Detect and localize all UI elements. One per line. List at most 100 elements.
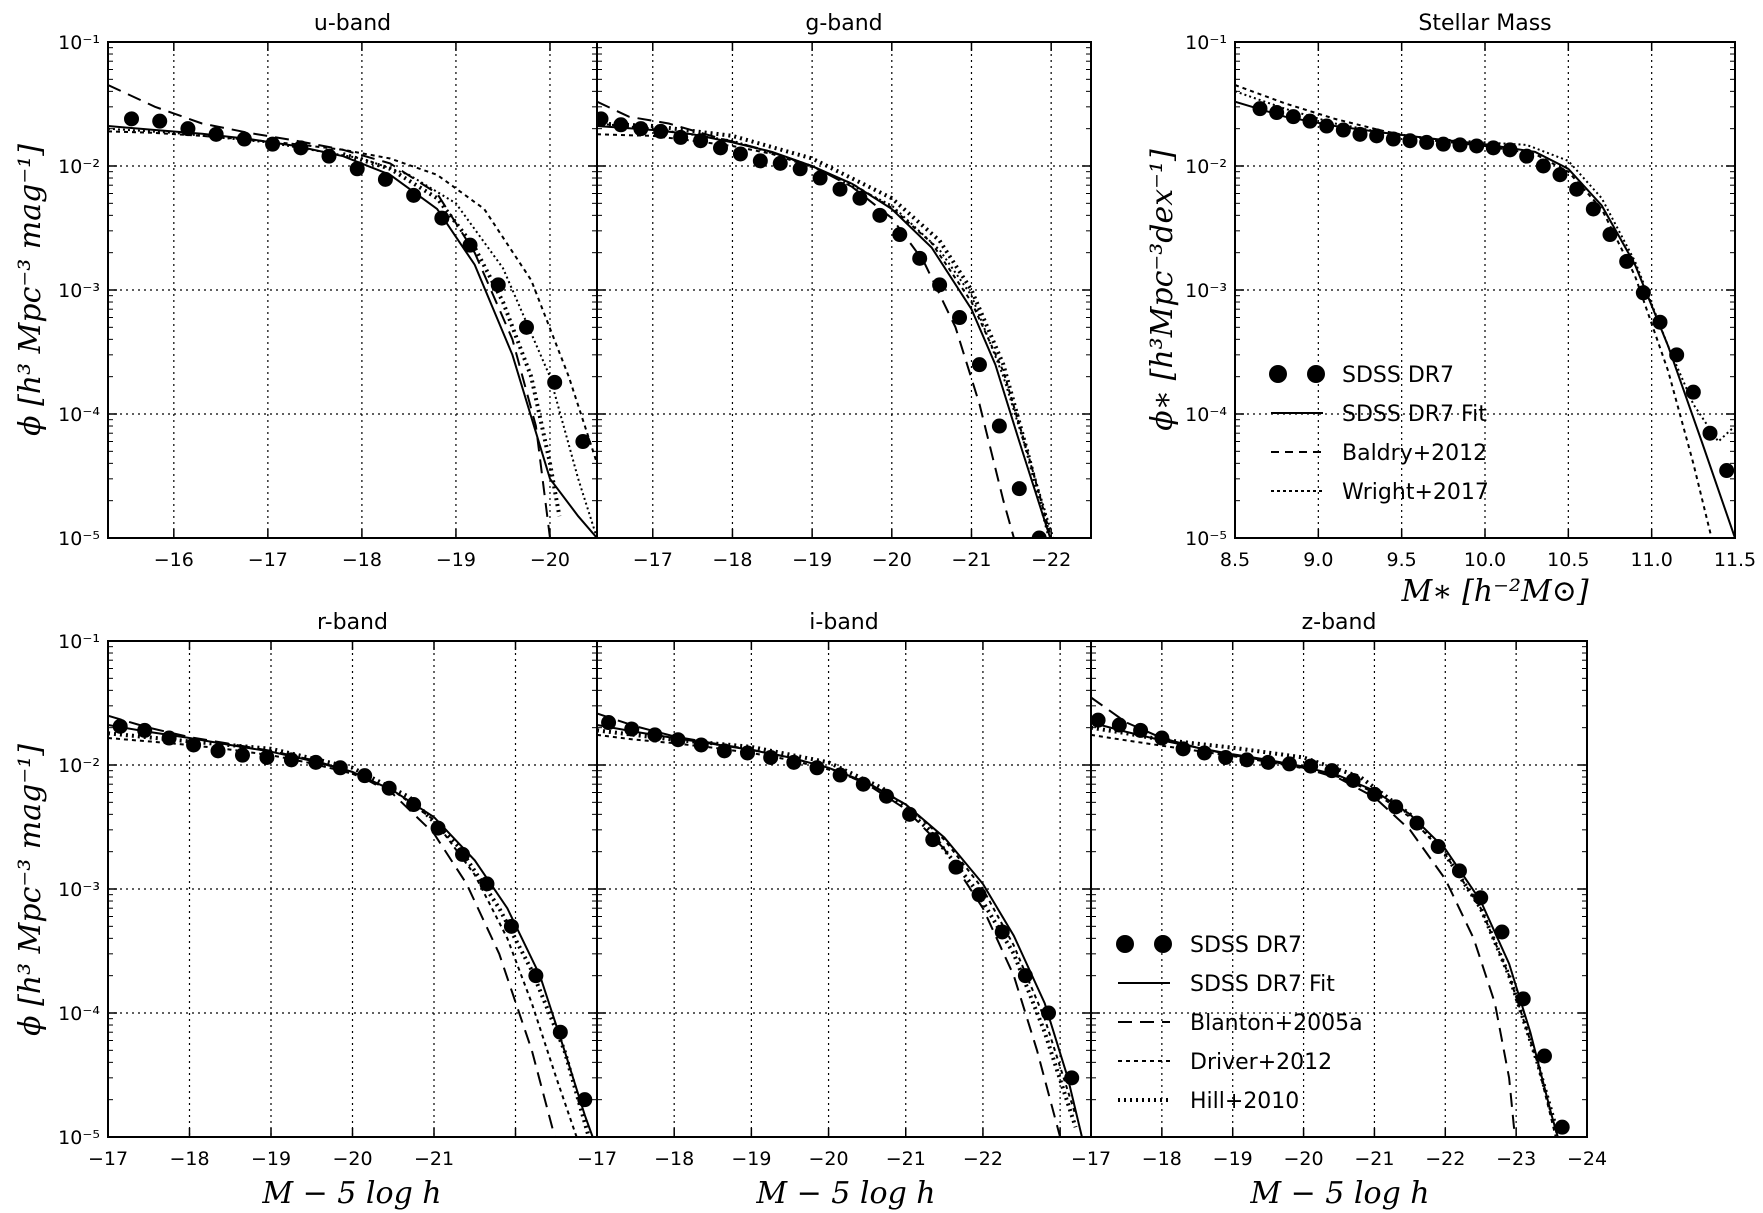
data-point-i-5 — [716, 743, 732, 759]
data-point-g-9 — [772, 155, 788, 171]
data-point-z-10 — [1303, 758, 1319, 774]
x-tick-label-i-5: −22 — [963, 1148, 1003, 1170]
data-point-g-1 — [613, 117, 629, 133]
data-point-mass-17 — [1535, 158, 1551, 174]
data-point-u-12 — [462, 237, 478, 253]
data-point-g-10 — [792, 161, 808, 177]
y-tick-label-mass-4: 10⁻¹ — [1185, 32, 1227, 54]
data-point-i-17 — [994, 924, 1010, 940]
data-point-z-3 — [1154, 730, 1170, 746]
data-point-mass-16 — [1519, 148, 1535, 164]
series-i-driver-2012 — [597, 733, 1077, 1116]
data-point-g-20 — [991, 418, 1007, 434]
data-point-i-9 — [809, 760, 825, 776]
x-tick-label-g-2: −19 — [792, 549, 832, 571]
legend-mass-marker-2 — [1307, 365, 1325, 383]
panel-title-mass: Stellar Mass — [1418, 11, 1551, 36]
series-mass-wright-2017 — [1235, 90, 1735, 444]
data-point-mass-15 — [1502, 142, 1518, 158]
data-point-i-4 — [693, 737, 709, 753]
data-point-i-0 — [601, 715, 617, 731]
x-tick-label-mass-3: 10.0 — [1464, 549, 1506, 571]
data-point-i-10 — [832, 767, 848, 783]
data-point-mass-12 — [1452, 137, 1468, 153]
data-point-z-14 — [1388, 799, 1404, 815]
mag-ylabel-bottom: ϕ [h³ Mpc⁻³ mag⁻¹] — [13, 744, 48, 1036]
data-point-mass-23 — [1635, 285, 1651, 301]
y-tick-label-u-2: 10⁻³ — [58, 280, 100, 302]
data-point-z-11 — [1324, 763, 1340, 779]
x-tick-label-u-1: −17 — [248, 549, 288, 571]
x-tick-label-z-2: −19 — [1213, 1148, 1253, 1170]
data-point-i-12 — [878, 788, 894, 804]
data-point-mass-1 — [1269, 105, 1285, 121]
y-tick-label-mass-2: 10⁻³ — [1185, 280, 1227, 302]
series-u-blanton-2005a — [108, 84, 551, 538]
data-point-z-0 — [1091, 712, 1106, 728]
legend-mass-label-3: Wright+2017 — [1342, 480, 1489, 505]
x-tick-label-r-4: −21 — [414, 1148, 454, 1170]
data-point-mass-20 — [1585, 201, 1601, 217]
x-tick-label-mass-1: 9.0 — [1303, 549, 1333, 571]
x-tick-label-mass-0: 8.5 — [1220, 549, 1250, 571]
data-point-z-4 — [1175, 741, 1191, 757]
data-point-i-19 — [1041, 1005, 1057, 1021]
x-tick-label-i-0: −17 — [577, 1148, 617, 1170]
data-point-i-7 — [763, 749, 779, 765]
data-point-z-17 — [1451, 863, 1467, 879]
data-point-z-22 — [1554, 1119, 1570, 1135]
panel-u: −16 −17 −18 −19 −20 10⁻⁵ 10⁻⁴ 10⁻³ 10⁻² 10⁻¹ u-ban… — [58, 11, 598, 571]
data-point-r-2 — [161, 730, 177, 746]
data-point-g-3 — [653, 123, 669, 139]
data-point-g-12 — [832, 181, 848, 197]
data-point-mass-4 — [1319, 118, 1335, 134]
y-tick-label-r-2: 10⁻³ — [58, 879, 100, 901]
x-tick-label-r-2: −19 — [251, 1148, 291, 1170]
data-point-u-1 — [152, 113, 168, 129]
x-tick-label-r-1: −18 — [169, 1148, 209, 1170]
y-tick-label-u-1: 10⁻⁴ — [58, 404, 100, 426]
data-point-r-12 — [406, 797, 422, 813]
data-point-u-7 — [321, 148, 337, 164]
data-point-u-15 — [547, 374, 563, 390]
data-point-mass-9 — [1402, 133, 1418, 149]
data-point-z-1 — [1111, 717, 1127, 733]
data-point-mass-27 — [1702, 425, 1718, 441]
data-point-z-6 — [1218, 749, 1234, 765]
x-tick-label-u-2: −18 — [342, 549, 382, 571]
data-point-z-16 — [1430, 839, 1446, 855]
data-point-mass-2 — [1285, 109, 1301, 125]
data-point-mass-8 — [1385, 131, 1401, 147]
panel-g: −17 −18 −19 −20 −21 −22 g-band — [596, 11, 1092, 571]
x-tick-label-u-4: −20 — [530, 549, 570, 571]
panel-r: −17 −18 −19 −20 −21 10⁻⁵ 10⁻⁴ 10⁻³ 10⁻² 10⁻¹ r-ban… — [58, 610, 598, 1170]
data-point-mass-6 — [1352, 126, 1368, 142]
y-tick-label-r-1: 10⁻⁴ — [58, 1003, 100, 1025]
data-point-g-8 — [752, 153, 768, 169]
x-tick-label-g-5: −22 — [1031, 549, 1071, 571]
data-point-r-15 — [479, 876, 495, 892]
data-point-mass-5 — [1335, 122, 1351, 138]
data-point-u-13 — [490, 277, 506, 293]
data-point-z-20 — [1515, 991, 1531, 1007]
y-tick-label-mass-0: 10⁻⁵ — [1185, 528, 1227, 550]
data-point-g-19 — [971, 357, 987, 373]
data-point-g-22 — [1031, 530, 1047, 538]
data-point-r-14 — [455, 846, 471, 862]
data-point-g-2 — [633, 121, 649, 137]
panel-title-u: u-band — [314, 11, 391, 36]
y-tick-label-mass-3: 10⁻² — [1185, 156, 1227, 178]
data-point-mass-7 — [1369, 128, 1385, 144]
data-point-r-4 — [210, 743, 226, 759]
data-point-z-13 — [1366, 786, 1382, 802]
series-g-hill-2010 — [597, 121, 1052, 538]
data-point-i-3 — [670, 732, 686, 748]
data-point-g-7 — [732, 146, 748, 162]
series-z-driver-2012 — [1091, 733, 1557, 1137]
data-point-mass-3 — [1302, 113, 1318, 129]
data-point-u-16 — [575, 434, 591, 450]
x-tick-label-mass-5: 11.0 — [1631, 549, 1673, 571]
legend-mag-label-3: Driver+2012 — [1190, 1050, 1332, 1075]
data-point-g-17 — [932, 277, 948, 293]
